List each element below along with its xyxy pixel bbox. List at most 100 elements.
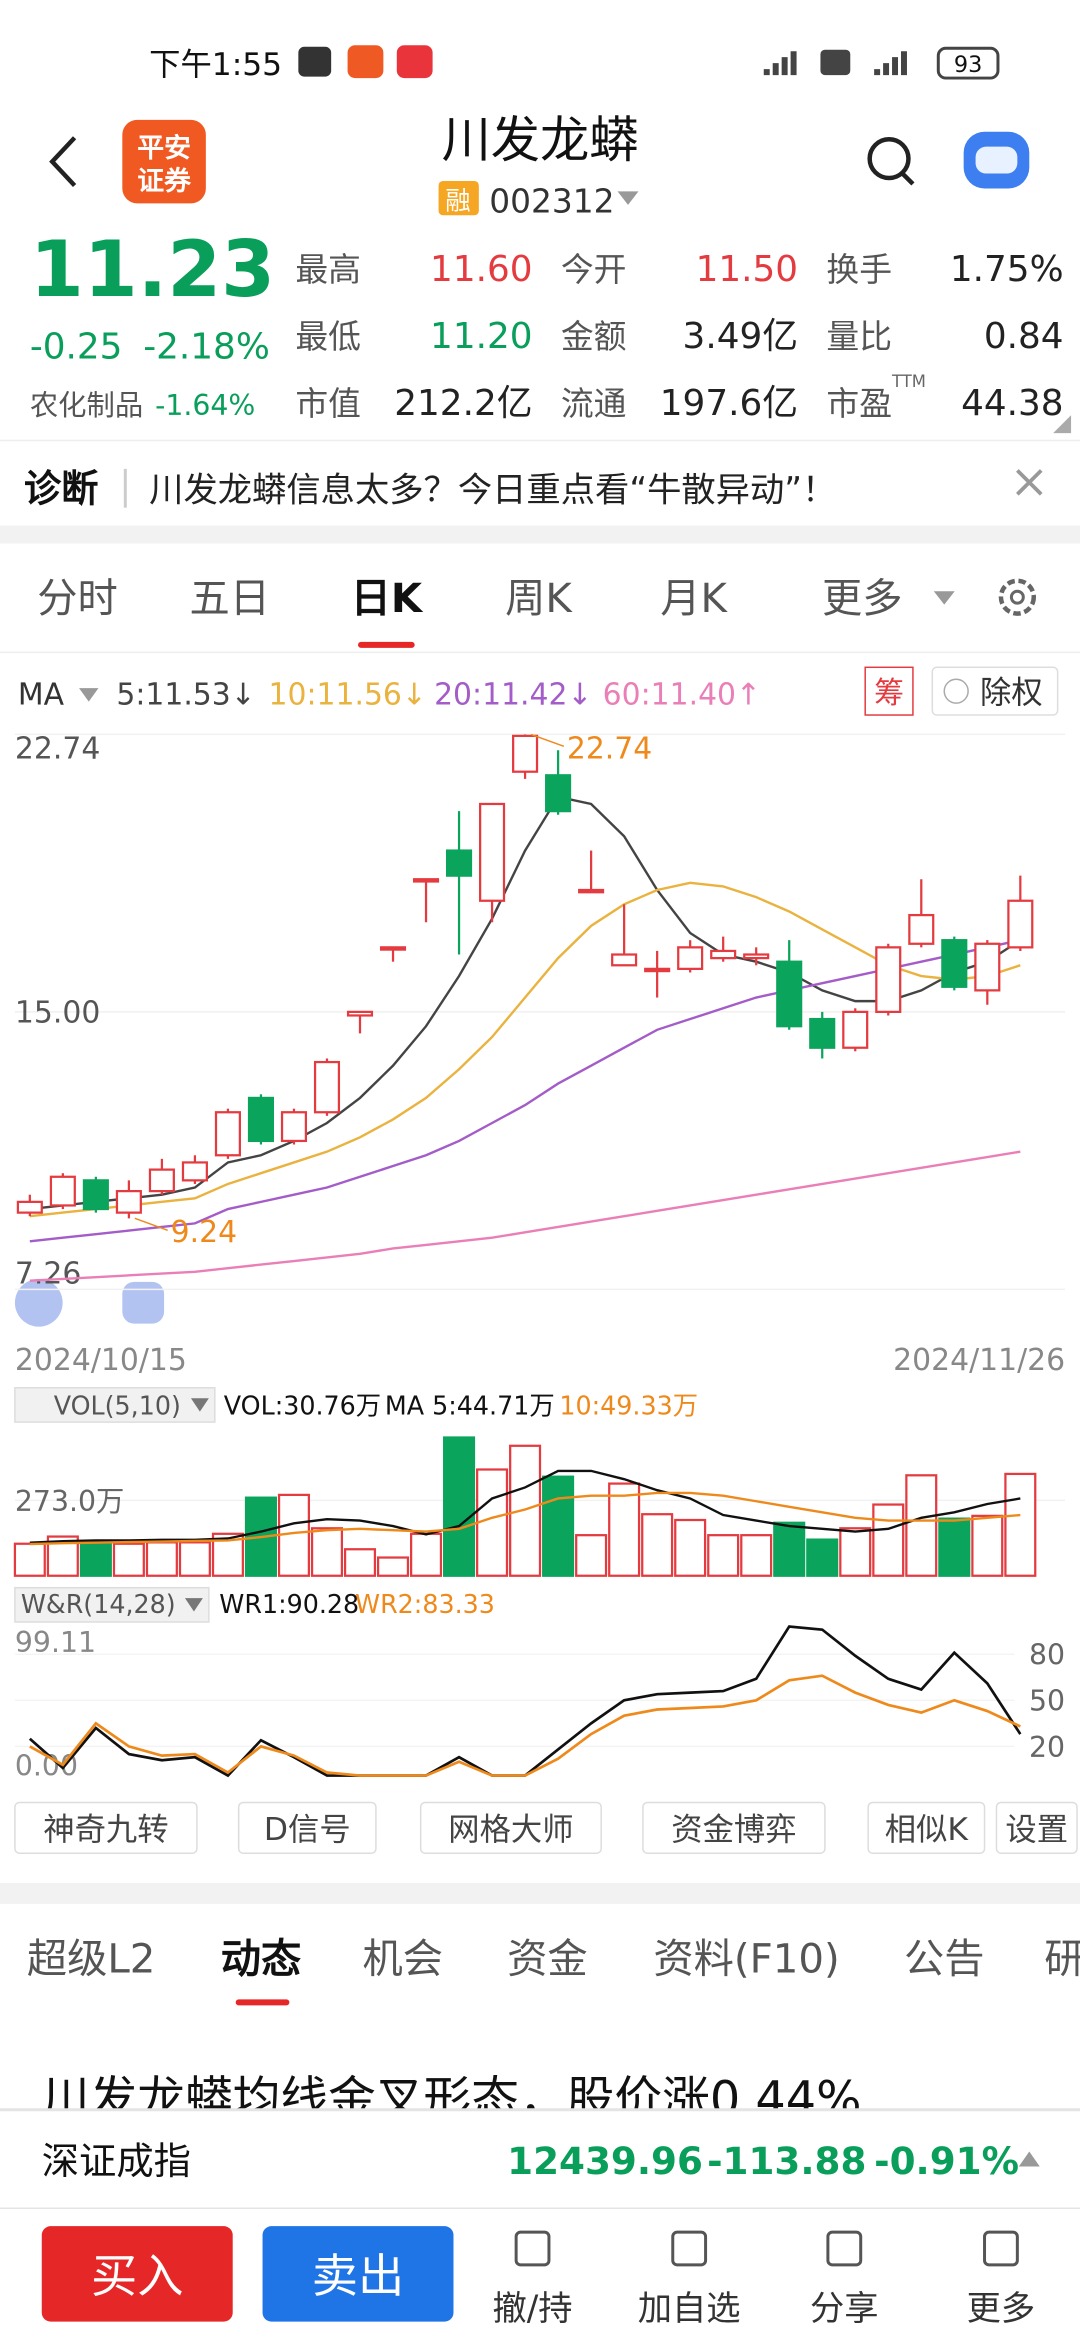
action-icon[interactable] xyxy=(826,2230,863,2267)
action-text: 撤/持 xyxy=(492,2289,572,2329)
tool-button[interactable] xyxy=(995,1801,1078,1854)
candle-body xyxy=(445,849,473,877)
volume-bar xyxy=(376,1556,410,1577)
field-value: 197.6亿 xyxy=(660,383,798,424)
action-icon[interactable] xyxy=(983,2230,1019,2267)
code-dropdown[interactable] xyxy=(617,191,639,205)
extreme-pointer xyxy=(530,733,565,748)
tool-button[interactable] xyxy=(14,1801,198,1854)
period-tab[interactable]: 日K xyxy=(351,576,424,622)
y-tick-label: 7.26 xyxy=(15,1256,81,1291)
volume-bar xyxy=(905,1474,938,1577)
candle-body xyxy=(512,734,539,773)
candle-body xyxy=(941,939,968,988)
vol-selector[interactable] xyxy=(14,1387,216,1423)
tool-button[interactable] xyxy=(867,1801,986,1854)
news-tab[interactable]: 动态 xyxy=(221,1937,302,1983)
gap xyxy=(0,1883,1080,1904)
news-tab[interactable]: 研 xyxy=(1044,1937,1080,1983)
volume-bar xyxy=(343,1548,377,1577)
field-value: 11.50 xyxy=(696,249,798,290)
action-icon[interactable] xyxy=(671,2230,708,2267)
wr-tick-label: 50 xyxy=(1029,1685,1065,1718)
wr-dropdown[interactable] xyxy=(184,1598,203,1612)
period-tab[interactable]: 更多 xyxy=(822,576,903,622)
expand-button[interactable] xyxy=(14,1278,63,1327)
index-bar[interactable] xyxy=(0,2109,1080,2209)
news-tab[interactable]: 资料(F10) xyxy=(653,1937,839,1983)
period-tab[interactable]: 五日 xyxy=(189,576,270,622)
news-tab[interactable]: 超级L2 xyxy=(27,1937,156,1983)
wr-selector[interactable] xyxy=(14,1586,210,1623)
back-button[interactable] xyxy=(49,136,77,187)
candle-body xyxy=(809,1017,836,1049)
sell-text: 卖出 xyxy=(312,2249,404,2303)
fullscreen-button[interactable] xyxy=(122,1281,165,1324)
ma-dropdown[interactable] xyxy=(79,688,99,702)
close-button[interactable] xyxy=(1016,469,1043,496)
field-label: 市盈 xyxy=(826,385,892,423)
settings-button[interactable] xyxy=(998,578,1036,616)
candle-body xyxy=(313,1060,341,1114)
period-tab[interactable]: 分时 xyxy=(37,576,118,622)
volume-bar xyxy=(773,1521,806,1577)
candle-body xyxy=(115,1189,142,1214)
candle-body xyxy=(710,949,737,960)
volume-bar xyxy=(575,1534,608,1577)
x-label-start: 2024/10/15 xyxy=(15,1343,187,1378)
tool-button[interactable] xyxy=(419,1801,602,1854)
buy-button[interactable] xyxy=(41,2226,233,2322)
search-button[interactable] xyxy=(867,136,911,181)
index-expand[interactable] xyxy=(1018,2151,1040,2167)
search-handle xyxy=(900,171,915,186)
tool-button[interactable] xyxy=(642,1801,826,1854)
wr-range-top: 99.11 xyxy=(15,1626,96,1659)
vol-ma-legend: MA 5:44.71万 xyxy=(385,1391,555,1421)
candle-body xyxy=(545,774,572,813)
field-value: 0.84 xyxy=(984,316,1064,357)
volume-bar xyxy=(971,1514,1004,1577)
vol-dropdown[interactable] xyxy=(190,1398,209,1412)
candle-body xyxy=(346,1010,374,1017)
news-tab[interactable]: 公告 xyxy=(904,1937,985,1983)
chip-button-text: 筹 xyxy=(874,676,904,711)
candle-body xyxy=(875,946,902,1013)
settings-center xyxy=(1009,589,1025,605)
vol-tick-label: 273.0万 xyxy=(15,1485,124,1518)
sector-name: 农化制品 xyxy=(30,389,143,422)
index-pct: -0.91% xyxy=(874,2139,1019,2183)
news-headline[interactable]: 川发龙蟒均线金叉形态，股价涨0.44% xyxy=(42,2073,862,2128)
vol-ma-line xyxy=(29,1491,1021,1546)
tool-button[interactable] xyxy=(237,1801,377,1854)
action-icon[interactable] xyxy=(514,2230,551,2267)
adjust-button[interactable] xyxy=(931,666,1059,716)
field-label: 量比 xyxy=(826,318,892,356)
news-tab[interactable]: 资金 xyxy=(507,1937,588,1983)
news-tab-indicator xyxy=(235,1999,290,2006)
candle-body xyxy=(908,913,935,945)
diagnosis-text[interactable]: 川发龙蟒信息太多？今日重点看“牛散异动”！ xyxy=(149,471,836,511)
sell-button[interactable] xyxy=(262,2226,454,2322)
volume-bar xyxy=(310,1527,344,1577)
ma-legend: 60:11.40↑ xyxy=(603,678,761,713)
period-tab[interactable]: 月K xyxy=(660,576,728,622)
tool-button-text: 神奇九转 xyxy=(43,1812,168,1848)
candle-body xyxy=(974,942,1001,992)
ma-line xyxy=(29,795,1021,1211)
candle-body xyxy=(181,1161,208,1182)
buy-text: 买入 xyxy=(91,2249,183,2303)
volume-bar xyxy=(938,1517,971,1577)
period-tab[interactable]: 周K xyxy=(505,576,573,622)
volume-bar xyxy=(740,1534,773,1577)
volume-bar xyxy=(13,1542,46,1577)
chip-button[interactable] xyxy=(864,666,914,716)
ma-line xyxy=(29,939,1021,1243)
ma-line xyxy=(29,1150,1021,1282)
more-dropdown[interactable] xyxy=(933,591,955,605)
y-tick-label: 22.74 xyxy=(15,731,100,766)
news-tab[interactable]: 机会 xyxy=(362,1937,443,1983)
signal-icon xyxy=(763,51,907,76)
volume-bar xyxy=(443,1436,476,1577)
